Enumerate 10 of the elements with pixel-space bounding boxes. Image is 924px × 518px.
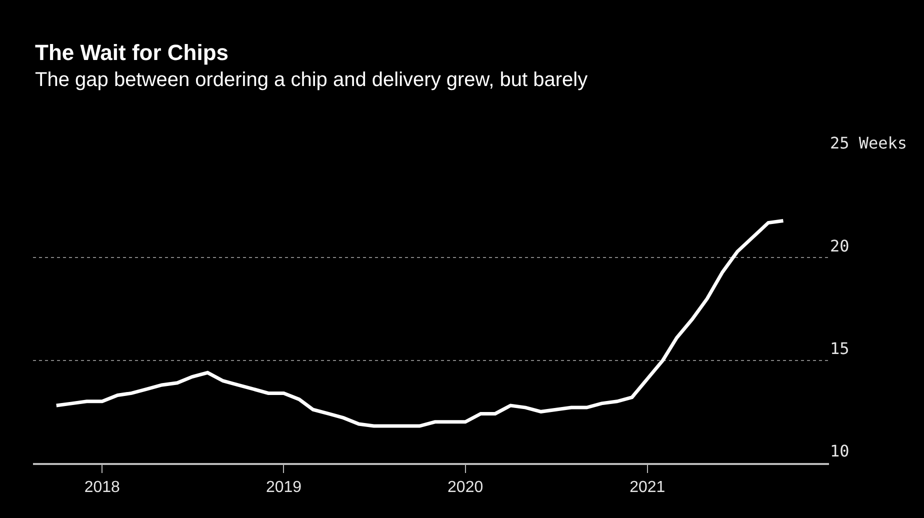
chart-title: The Wait for Chips bbox=[35, 40, 229, 65]
x-tick-label: 2020 bbox=[448, 479, 484, 496]
x-tick-label: 2018 bbox=[84, 479, 120, 496]
x-tick-label: 2021 bbox=[630, 479, 666, 496]
y-tick-label: 10 bbox=[830, 442, 850, 461]
y-tick-label: 25 Weeks bbox=[830, 134, 908, 153]
y-tick-label: 15 bbox=[830, 338, 850, 358]
chart-subtitle: The gap between ordering a chip and delivery grew, but barely bbox=[35, 69, 588, 91]
x-tick-label: 2019 bbox=[266, 479, 302, 496]
y-tick-label: 20 bbox=[830, 236, 850, 256]
